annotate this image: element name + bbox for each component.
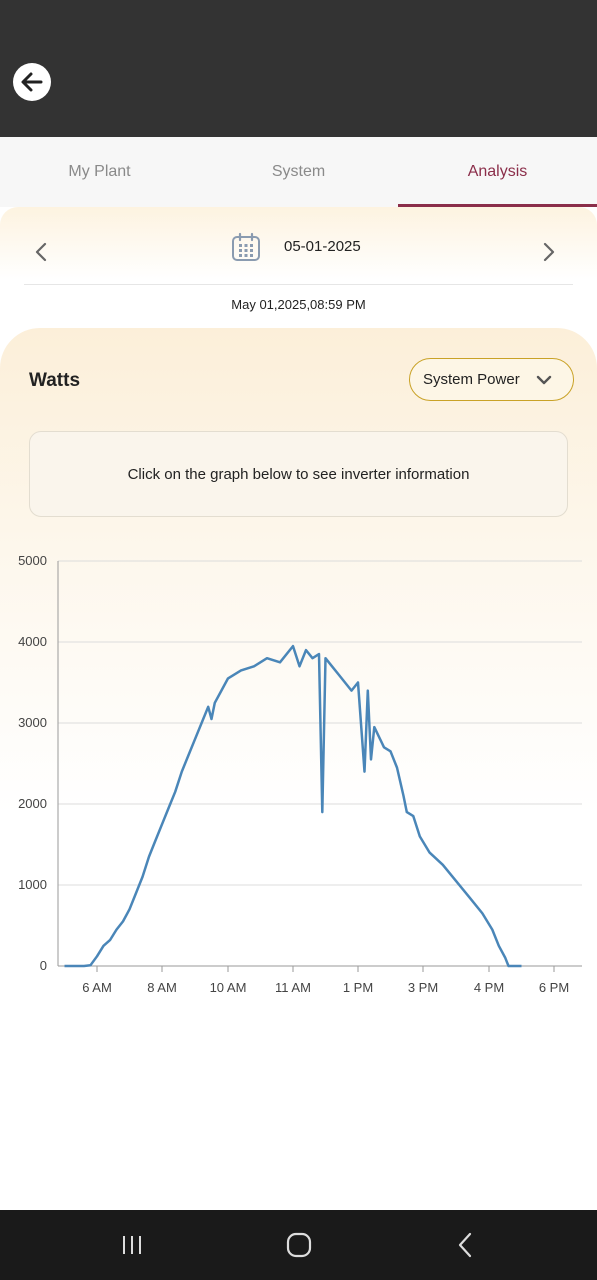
- y-tick-label: 5000: [18, 553, 47, 568]
- previous-date-button[interactable]: [26, 237, 56, 267]
- home-icon: [286, 1232, 312, 1258]
- y-tick-label: 3000: [18, 715, 47, 730]
- x-tick-label: 1 PM: [343, 980, 373, 995]
- x-tick-label: 11 AM: [275, 980, 311, 995]
- x-tick-label: 4 PM: [474, 980, 504, 995]
- tab-bar: My Plant System Analysis: [0, 137, 597, 207]
- series-line[interactable]: [64, 644, 522, 968]
- x-tick-label: 3 PM: [408, 980, 438, 995]
- recent-apps-button[interactable]: [112, 1230, 152, 1260]
- chevron-left-icon: [35, 242, 47, 262]
- power-line-chart[interactable]: 0 1000 2000 3000 4000 5000 6 AM 8 AM 10 AM 11 AM 1…: [0, 545, 597, 1005]
- info-message: Click on the graph below to see inverter…: [29, 431, 568, 517]
- x-tick-label: 10 AM: [210, 980, 247, 995]
- power-chart-card: Watts System Power Click on the graph be…: [0, 328, 597, 1210]
- next-date-button[interactable]: [534, 237, 564, 267]
- back-chevron-icon: [458, 1232, 472, 1258]
- chevron-right-icon: [543, 242, 555, 262]
- recent-apps-icon: [123, 1236, 141, 1254]
- tab-analysis[interactable]: Analysis: [398, 137, 597, 207]
- x-tick-label: 6 PM: [539, 980, 569, 995]
- tab-system[interactable]: System: [271, 163, 326, 180]
- home-button[interactable]: [279, 1230, 319, 1260]
- unit-label: Watts: [29, 370, 81, 391]
- app-header: [0, 0, 597, 137]
- selected-date[interactable]: 05-01-2025: [284, 238, 361, 255]
- x-tick-label: 8 AM: [147, 980, 177, 995]
- dropdown-value: System Power: [423, 371, 520, 388]
- y-tick-label: 2000: [18, 796, 47, 811]
- tab-my-plant[interactable]: My Plant: [68, 163, 131, 180]
- last-updated-timestamp: May 01,2025,08:59 PM: [231, 297, 366, 312]
- y-tick-label: 0: [40, 958, 47, 973]
- info-text: Click on the graph below to see inverter…: [127, 465, 470, 483]
- divider: [24, 284, 573, 285]
- y-tick-label: 4000: [18, 634, 47, 649]
- chevron-down-icon: [536, 375, 552, 385]
- y-tick-label: 1000: [18, 877, 47, 892]
- system-nav-bar: [0, 1210, 597, 1280]
- x-tick-label: 6 AM: [82, 980, 112, 995]
- back-button[interactable]: [13, 63, 51, 101]
- arrow-left-icon: [21, 72, 43, 92]
- metric-dropdown[interactable]: System Power: [409, 358, 574, 401]
- date-navigator: 05-01-2025 May 01,2025,08:59 PM: [0, 207, 597, 328]
- calendar-icon[interactable]: [231, 232, 261, 262]
- system-back-button[interactable]: [446, 1230, 486, 1260]
